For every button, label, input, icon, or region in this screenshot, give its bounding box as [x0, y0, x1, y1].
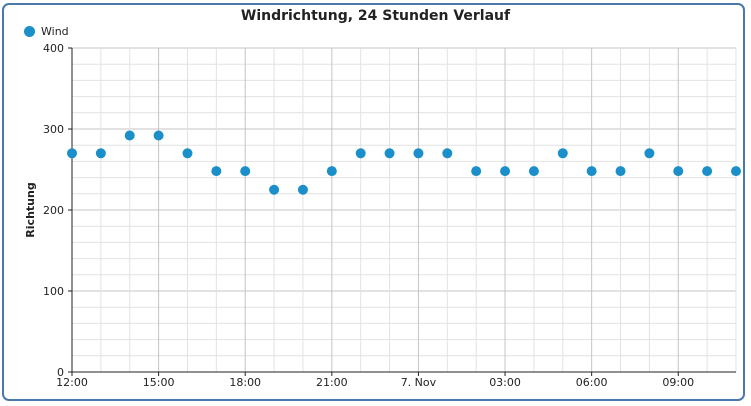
data-point[interactable]	[95, 148, 106, 159]
data-point[interactable]	[644, 148, 655, 159]
data-point[interactable]	[269, 184, 280, 195]
data-point[interactable]	[326, 166, 337, 177]
y-tick-label: 100	[43, 285, 64, 298]
data-point[interactable]	[615, 166, 626, 177]
y-axis-title: Richtung	[24, 182, 37, 237]
data-point[interactable]	[355, 148, 366, 159]
data-point[interactable]	[528, 166, 539, 177]
x-tick-label: 09:00	[662, 376, 694, 389]
y-tick-label: 200	[43, 204, 64, 217]
legend[interactable]: Wind	[24, 25, 69, 38]
x-tick-label: 21:00	[316, 376, 348, 389]
x-tick-label: 03:00	[489, 376, 521, 389]
x-tick-label: 12:00	[56, 376, 88, 389]
chart-frame	[2, 3, 745, 401]
data-point[interactable]	[702, 166, 713, 177]
y-tick-label: 300	[43, 123, 64, 136]
data-point[interactable]	[240, 166, 251, 177]
data-point[interactable]	[731, 166, 741, 177]
x-tick-label: 06:00	[576, 376, 608, 389]
y-tick-label: 400	[43, 42, 64, 55]
data-point[interactable]	[586, 166, 597, 177]
data-point[interactable]	[124, 130, 135, 141]
data-point[interactable]	[67, 148, 77, 159]
data-point[interactable]	[413, 148, 424, 159]
y-tick-label: 0	[57, 366, 64, 379]
legend-label-wind: Wind	[41, 25, 69, 38]
data-point[interactable]	[384, 148, 395, 159]
data-point[interactable]	[673, 166, 684, 177]
data-point[interactable]	[182, 148, 193, 159]
data-point[interactable]	[500, 166, 511, 177]
x-tick-label: 7. Nov	[401, 376, 437, 389]
data-point[interactable]	[442, 148, 453, 159]
data-point[interactable]	[297, 184, 308, 195]
data-point[interactable]	[153, 130, 164, 141]
chart-title: Windrichtung, 24 Stunden Verlauf	[240, 8, 511, 24]
legend-marker	[24, 26, 35, 37]
x-tick-label: 15:00	[143, 376, 175, 389]
data-point[interactable]	[211, 166, 222, 177]
data-point[interactable]	[471, 166, 482, 177]
data-point[interactable]	[557, 148, 568, 159]
x-tick-label: 18:00	[229, 376, 261, 389]
